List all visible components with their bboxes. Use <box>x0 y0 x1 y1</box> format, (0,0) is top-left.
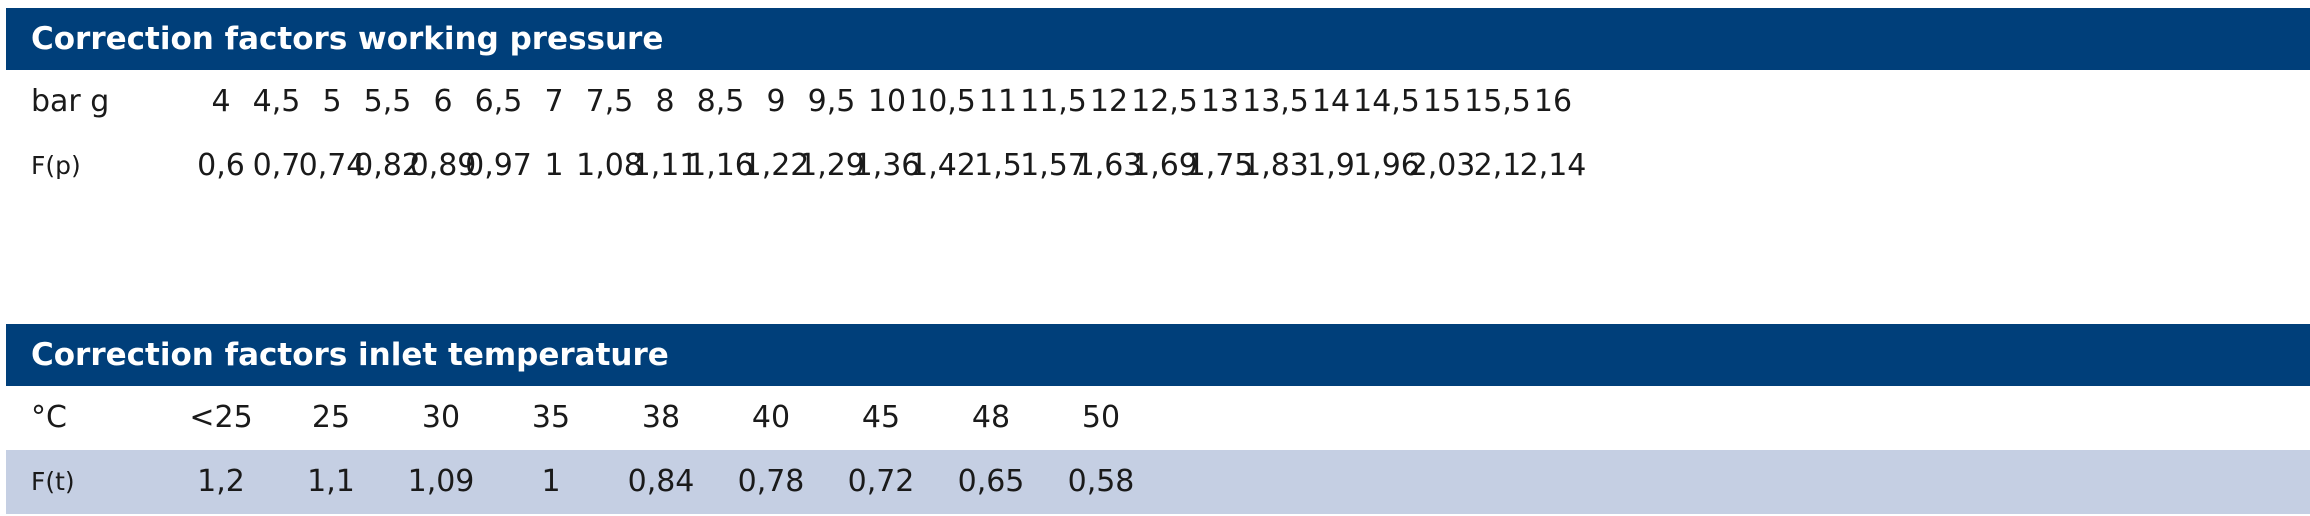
pressure-factor-cell: 0,7 <box>252 148 301 183</box>
pressure-factor-cell: 0,6 <box>197 148 245 183</box>
pressure-factor-cell: 1,42 <box>909 148 976 183</box>
pressure-factor-cell: 1,96 <box>1353 148 1420 183</box>
temperature-unit-label: °C <box>31 400 67 435</box>
pressure-correction-table: Correction factors working pressure bar … <box>6 8 2310 198</box>
pressure-value-cell: 14,5 <box>1353 84 1420 119</box>
pressure-value-cell: 9,5 <box>807 84 856 119</box>
temperature-value-cell: 38 <box>641 400 681 435</box>
temperature-value-cell: 40 <box>751 400 791 435</box>
pressure-factor-cell: 1,5 <box>974 148 1022 183</box>
pressure-factor-cell: 0,82 <box>354 148 421 183</box>
temperature-value-cell: 50 <box>1081 400 1121 435</box>
temperature-table-title: Correction factors inlet temperature <box>6 324 2310 386</box>
temperature-factor-cell: 0,58 <box>1067 464 1135 499</box>
pressure-value-cell: 5 <box>322 84 342 119</box>
temperature-factor-cell: 0,65 <box>957 464 1025 499</box>
pressure-factor-cell: 2,03 <box>1408 148 1476 183</box>
pressure-factor-cell: 1 <box>544 148 564 183</box>
temperature-value-cell: 45 <box>861 400 901 435</box>
pressure-factor-cell: 0,89 <box>409 148 477 183</box>
pressure-factor-cell: 1,08 <box>576 148 643 183</box>
pressure-factor-cell: 1,29 <box>798 148 865 183</box>
pressure-factors-row: F(p) 0,6 0,7 0,74 0,82 0,89 0,97 1 1,08 1,11 1,16… <box>6 134 2310 198</box>
pressure-values-row: bar g 4 4,5 5 5,5 6 6,5 7 7,5 8 8,5 9 9,5 10 10,5 11 11… <box>6 70 2310 134</box>
pressure-factor-cell: 1,69 <box>1131 148 1198 183</box>
pressure-value-cell: 10 <box>867 84 907 119</box>
temperature-value-cell: 48 <box>971 400 1011 435</box>
pressure-value-cell: 11 <box>978 84 1018 119</box>
temperature-value-cell: <25 <box>189 400 253 435</box>
pressure-value-cell: 16 <box>1533 84 1573 119</box>
temperature-value-cell: 25 <box>311 400 351 435</box>
temperature-value-cell: 35 <box>531 400 571 435</box>
pressure-factor-cell: 0,97 <box>465 148 532 183</box>
pressure-factor-cell: 2,1 <box>1473 148 1522 183</box>
temperature-factors-row: F(t) 1,2 1,1 1,09 1 0,84 0,78 0,72 0,65 0,58 <box>6 450 2310 514</box>
pressure-value-cell: 6,5 <box>474 84 523 119</box>
pressure-value-cell: 15 <box>1422 84 1462 119</box>
pressure-factor-cell: 1,9 <box>1307 148 1355 183</box>
pressure-factor-cell: 1,16 <box>687 148 754 183</box>
pressure-value-cell: 13,5 <box>1242 84 1309 119</box>
pressure-factor-cell: 2,14 <box>1519 148 1587 183</box>
pressure-factor-cell: 1,83 <box>1242 148 1309 183</box>
pressure-factor-cell: 1,75 <box>1186 148 1254 183</box>
pressure-factor-cell: 1,11 <box>631 148 699 183</box>
pressure-value-cell: 15,5 <box>1464 84 1531 119</box>
temperature-value-cell: 30 <box>421 400 461 435</box>
pressure-value-cell: 5,5 <box>363 84 412 119</box>
temperature-factor-cell: 0,72 <box>847 464 915 499</box>
temperature-factor-label: F(t) <box>31 467 75 496</box>
pressure-value-cell: 7 <box>544 84 564 119</box>
pressure-value-cell: 9 <box>766 84 786 119</box>
pressure-factor-cell: 0,74 <box>298 148 366 183</box>
pressure-factor-cell: 1,57 <box>1020 148 1087 183</box>
temperature-factor-cell: 1,09 <box>407 464 475 499</box>
pressure-value-cell: 8 <box>655 84 675 119</box>
temperature-factor-cell: 0,78 <box>737 464 805 499</box>
pressure-value-cell: 4,5 <box>252 84 301 119</box>
temperature-factor-cell: 1,2 <box>197 464 245 499</box>
pressure-value-cell: 12 <box>1089 84 1129 119</box>
pressure-factor-cell: 1,22 <box>742 148 810 183</box>
pressure-value-cell: 14 <box>1311 84 1351 119</box>
temperature-values-row: °C <25 25 30 35 38 40 45 48 50 <box>6 386 2310 450</box>
pressure-factor-label: F(p) <box>31 151 81 180</box>
pressure-factor-cell: 1,63 <box>1075 148 1143 183</box>
pressure-factor-cell: 1,36 <box>853 148 921 183</box>
temperature-factor-cell: 1,1 <box>307 464 355 499</box>
pressure-value-cell: 4 <box>211 84 231 119</box>
temperature-factor-cell: 1 <box>541 464 561 499</box>
pressure-value-cell: 7,5 <box>585 84 634 119</box>
temperature-factor-cell: 0,84 <box>627 464 695 499</box>
pressure-value-cell: 6 <box>433 84 453 119</box>
pressure-value-cell: 11,5 <box>1020 84 1087 119</box>
pressure-value-cell: 13 <box>1200 84 1240 119</box>
pressure-value-cell: 12,5 <box>1131 84 1198 119</box>
pressure-value-cell: 8,5 <box>696 84 745 119</box>
pressure-value-cell: 10,5 <box>909 84 976 119</box>
pressure-table-title: Correction factors working pressure <box>6 8 2310 70</box>
pressure-unit-label: bar g <box>31 84 110 119</box>
temperature-correction-table: Correction factors inlet temperature °C … <box>6 324 2310 514</box>
